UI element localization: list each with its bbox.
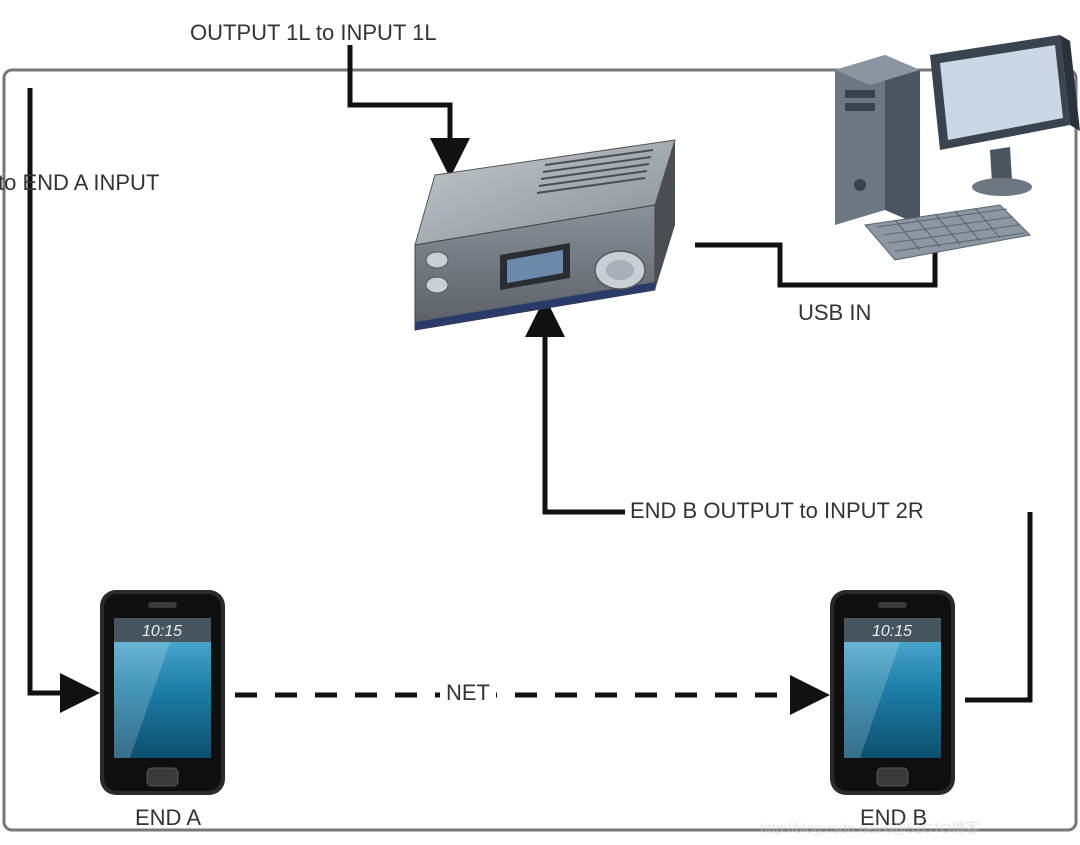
label-usb-in: USB IN (798, 300, 871, 326)
edge-endb-to-amp (545, 305, 625, 512)
phone-a-icon: 10:15 (100, 590, 225, 795)
watermark-text: http://blog.csdn.net/xi@51CTO博客 (760, 818, 979, 838)
diagram-canvas: 10:15 10:15 (0, 0, 1080, 840)
phone-a-time: 10:15 (142, 623, 182, 640)
label-end-a: END A (135, 805, 201, 831)
computer-icon (835, 35, 1080, 260)
label-endb-output: END B OUTPUT to INPUT 2R (630, 498, 924, 524)
phone-b-icon: 10:15 (830, 590, 955, 795)
edge-output1l (350, 45, 450, 170)
amplifier-icon (415, 140, 675, 330)
edge-endb-right (965, 512, 1030, 700)
phone-b-time: 10:15 (872, 623, 912, 640)
label-output-1l: OUTPUT 1L to INPUT 1L (190, 20, 437, 46)
label-end-a-input: to END A INPUT (0, 170, 159, 196)
label-net: NET (440, 680, 496, 706)
